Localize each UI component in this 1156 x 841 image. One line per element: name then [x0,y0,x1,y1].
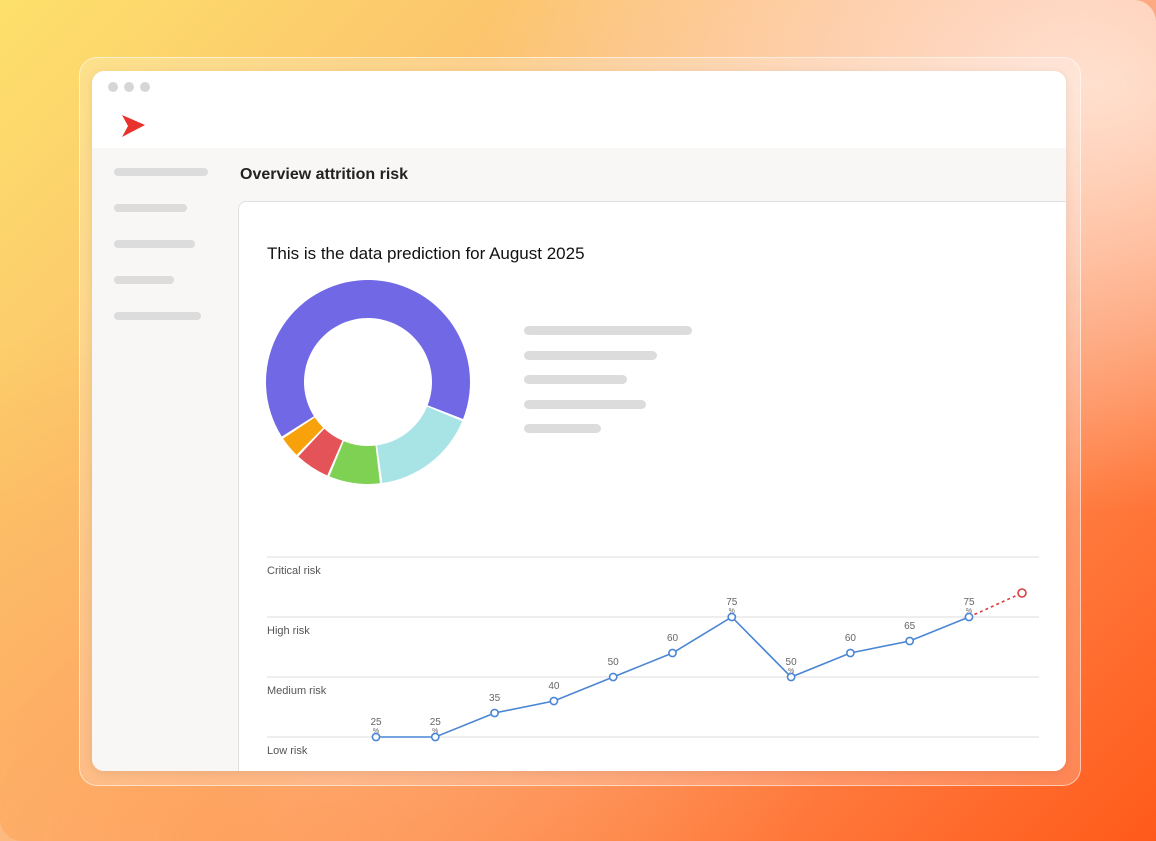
data-label-unit: % [432,728,438,735]
data-label: 75 [726,597,738,608]
y-level-label: Critical risk [267,565,321,577]
y-level-label: High risk [267,625,310,637]
prediction-card: This is the data prediction for August 2… [238,201,1066,771]
data-point[interactable] [846,648,855,658]
data-label: 60 [845,633,857,644]
donut-slice[interactable] [329,441,380,484]
legend-line-placeholder [524,350,657,360]
sidebar-item-placeholder[interactable] [114,240,195,248]
sidebar-item-placeholder[interactable] [114,204,187,212]
donut-slice[interactable] [266,280,470,437]
data-label: 25 [370,717,382,728]
data-point[interactable] [371,732,381,742]
legend-placeholder [524,326,692,449]
data-point[interactable] [727,612,737,622]
card-heading: This is the data prediction for August 2… [267,244,585,263]
donut-slice[interactable] [283,417,324,455]
legend-line-placeholder [524,399,646,409]
app-logo[interactable] [119,113,147,144]
page-title: Overview attrition risk [240,166,409,183]
data-label: 60 [667,633,679,644]
data-point[interactable] [964,612,974,622]
legend-line-placeholder [524,424,601,433]
data-label: 50 [786,657,798,668]
data-label-unit: % [729,608,735,615]
data-label: 40 [548,681,560,692]
data-point[interactable] [490,708,499,718]
window-dot-close[interactable] [108,82,118,92]
app-window: Overview attrition risk This is the data… [92,71,1066,771]
donut-slice[interactable] [377,406,463,483]
data-point[interactable] [668,648,677,658]
data-label: 65 [904,621,916,632]
data-point[interactable] [608,672,618,682]
sidebar-item-placeholder[interactable] [114,312,201,320]
window-dot-maximize[interactable] [140,82,150,92]
data-label: 50 [608,657,620,668]
data-label: 75 [963,597,975,608]
data-point[interactable] [549,696,559,706]
sidebar-item-placeholder[interactable] [114,276,174,284]
data-label-unit: % [788,668,794,675]
window-controls [108,82,150,92]
data-label: 35 [489,693,501,704]
donut-chart [266,280,470,484]
data-point[interactable] [786,672,796,682]
main-area: Overview attrition risk This is the data… [92,148,1066,771]
risk-line-chart: Critical risk High risk Medium risk Low ris… [267,556,1039,757]
y-level-label: Low risk [267,745,308,757]
data-label-unit: % [373,728,379,735]
data-point[interactable] [430,732,440,742]
sidebar-item-placeholder[interactable] [114,168,208,176]
data-label-unit: % [966,608,972,615]
donut-slice[interactable] [298,428,343,476]
window-dot-minimize[interactable] [124,82,134,92]
legend-line-placeholder [524,375,627,384]
sidebar [114,168,208,348]
forecast-line [968,592,1023,618]
chevron-right-icon [122,115,145,137]
legend-line-placeholder [524,326,692,335]
y-level-label: Medium risk [267,685,327,697]
forecast-point[interactable] [1017,588,1027,598]
data-label: 25 [430,717,442,728]
data-point[interactable] [905,636,915,646]
